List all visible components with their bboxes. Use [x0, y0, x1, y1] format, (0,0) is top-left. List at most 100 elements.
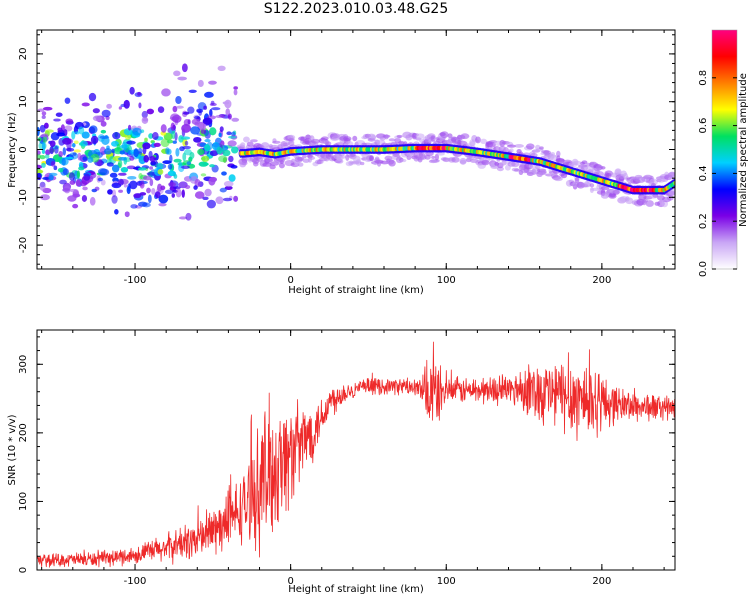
spectrogram-blob	[138, 167, 147, 171]
spectrogram-blob	[459, 157, 467, 165]
spectrogram-blob	[79, 140, 88, 147]
spectrogram-blob	[197, 79, 204, 88]
spectrogram-blob	[253, 161, 259, 167]
spectrogram-blob	[143, 155, 149, 163]
spectrogram-blob	[278, 162, 285, 169]
spectrogram-blob	[77, 152, 82, 161]
spectrogram-blob	[170, 113, 180, 122]
spectrogram-blob	[217, 65, 226, 72]
spectrogram-blob	[187, 119, 191, 125]
spectrogram-blob	[71, 142, 76, 148]
spectrogram-blob	[149, 166, 154, 170]
spectrogram-blob	[193, 136, 202, 143]
spectrogram-blob	[182, 145, 192, 150]
spectrogram-blob	[169, 154, 173, 163]
spectrogram-blob	[216, 146, 223, 155]
spectrogram-blob	[209, 102, 217, 107]
spectrogram-blob	[175, 95, 182, 105]
spectrogram-blob	[374, 156, 380, 161]
spectrogram-blob	[63, 185, 71, 194]
spectrogram-blob	[90, 135, 99, 145]
spectrogram-blob	[211, 107, 221, 111]
spectrogram-blob	[83, 173, 91, 181]
spectrogram-blob	[178, 161, 183, 168]
spectrogram-blob	[41, 162, 46, 168]
spectrogram-blob	[369, 155, 375, 162]
spectrogram-blob	[50, 160, 56, 167]
spectrogram-blob	[219, 126, 224, 132]
spectrogram-blob	[376, 160, 382, 167]
spectrogram-blob	[111, 148, 115, 154]
spectrogram-blob	[288, 140, 295, 146]
spectrogram-blob	[100, 121, 107, 127]
spectrogram-blob	[81, 195, 88, 202]
spectrogram-blob	[81, 131, 90, 139]
snr-ytick-label: 300	[18, 355, 29, 374]
spectrogram-blob	[246, 141, 254, 147]
spectrogram-blob	[127, 124, 132, 131]
spectrogram-blob	[133, 193, 142, 199]
spectrogram-blob	[191, 118, 201, 125]
spectrogram-blob	[161, 88, 171, 97]
snr-ytick-label: 0	[18, 567, 29, 573]
spectrogram-blob	[430, 159, 440, 163]
spectrogram-blob	[40, 133, 49, 138]
colorbar-label: Normalized spectral amplitude	[738, 73, 749, 227]
spectrogram-blob	[171, 193, 176, 198]
spectrogram-blob	[269, 164, 276, 170]
spectrogram-blob	[611, 190, 621, 194]
colorbar-tick-label: 0.4	[698, 165, 709, 181]
spectrogram-blob	[185, 212, 192, 221]
spectrogram-blob	[175, 188, 182, 198]
chart-title: S122.2023.010.03.48.G25	[263, 1, 449, 17]
spectrogram-blob	[142, 175, 152, 181]
spectrogram-blob	[129, 180, 138, 190]
spectrogram-blob	[76, 170, 81, 179]
spectrogram-blob	[186, 161, 191, 166]
spectrogram-blob	[194, 191, 205, 199]
spectrogram-xtick-label: 200	[592, 275, 611, 286]
spectrogram-blob	[250, 139, 258, 143]
spectrogram-blob	[193, 185, 198, 190]
spectrogram-blob	[581, 160, 588, 165]
spectrogram-blob	[178, 216, 188, 220]
colorbar-gradient	[712, 30, 737, 269]
snr-ytick-label: 100	[18, 492, 29, 511]
spectrogram-blob	[37, 150, 41, 156]
spectrogram-blob	[124, 211, 130, 218]
spectrogram-blob	[204, 188, 212, 197]
spectrogram-blob	[460, 133, 470, 140]
spectrogram-blob	[124, 134, 131, 140]
spectrogram-blob	[121, 141, 128, 151]
spectrogram-blob	[160, 185, 166, 191]
spectrogram-blob	[555, 158, 565, 164]
spectrogram-blob	[341, 155, 346, 159]
spectrogram-blob	[48, 174, 54, 181]
spectrogram-blob	[139, 181, 145, 189]
spectrogram-blob	[204, 139, 211, 143]
spectrogram-blob	[68, 172, 75, 181]
spectrogram-blob	[196, 108, 204, 114]
spectrogram-blob	[73, 140, 79, 144]
spectrogram-blob	[37, 169, 44, 174]
spectrogram-blob	[89, 125, 98, 134]
colorbar-tick-label: 0.2	[698, 213, 709, 229]
spectrogram-blob	[41, 142, 46, 151]
spectrogram-blob	[209, 164, 215, 168]
spectrogram-blob	[451, 156, 460, 163]
spectrogram-blob	[137, 201, 148, 207]
spectrogram-blob	[78, 161, 84, 168]
spectrogram-blob	[436, 152, 445, 156]
spectrogram-blob	[173, 173, 178, 179]
spectrogram-blob	[149, 155, 156, 163]
spectrogram-blob	[600, 166, 606, 170]
spectrogram-blob	[175, 147, 180, 157]
spectrogram-blob	[64, 97, 71, 104]
spectrogram-blob	[190, 126, 201, 135]
spectrogram-blob	[228, 155, 234, 163]
colorbar-tick-label: 0.0	[698, 261, 709, 277]
spectrogram-blob	[149, 178, 154, 187]
spectrogram-blob	[163, 132, 173, 141]
